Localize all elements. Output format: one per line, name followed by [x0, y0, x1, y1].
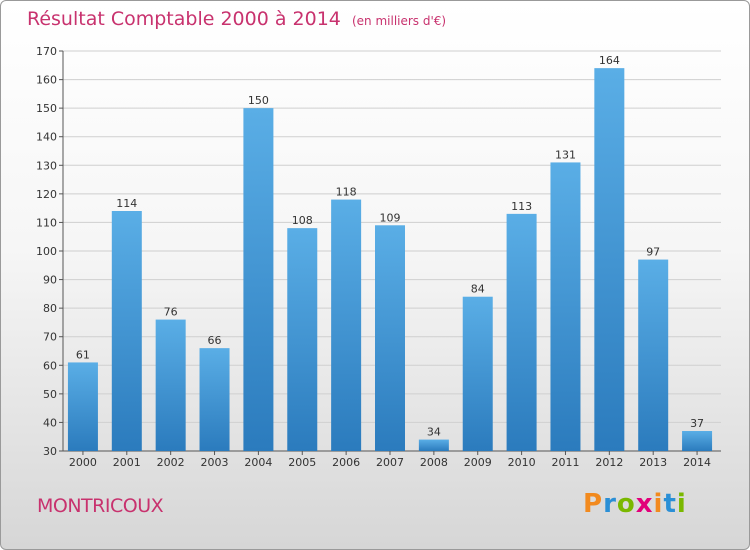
logo-letter: i	[676, 489, 687, 519]
bar-2001	[111, 211, 142, 451]
data-label-2014: 37	[690, 417, 704, 430]
data-label-2002: 76	[164, 306, 178, 319]
commune-name: MONTRICOUX	[37, 495, 164, 517]
y-tick-label: 160	[36, 74, 57, 87]
bar-2014	[682, 431, 713, 451]
chart-title: Résultat Comptable 2000 à 2014 (en milli…	[27, 8, 446, 30]
x-tick-label: 2006	[332, 456, 360, 469]
bar-2012	[594, 68, 625, 452]
x-tick-label: 2001	[113, 456, 141, 469]
y-tick-label: 100	[36, 245, 57, 258]
bar-2004	[243, 108, 274, 452]
x-tick-label: 2011	[551, 456, 579, 469]
logo-letter: t	[663, 489, 677, 519]
x-tick-label: 2008	[420, 456, 448, 469]
x-tick-label: 2002	[157, 456, 185, 469]
data-label-2005: 108	[292, 214, 313, 227]
x-tick-label: 2012	[595, 456, 623, 469]
bars	[67, 68, 713, 452]
bar-2010	[506, 213, 537, 451]
y-tick-label: 50	[43, 388, 57, 401]
data-label-2006: 118	[336, 186, 357, 199]
logo-letter: P	[583, 489, 604, 519]
x-tick-label: 2004	[244, 456, 272, 469]
y-tick-label: 120	[36, 188, 57, 201]
y-tick-label: 150	[36, 102, 57, 115]
x-tick-label: 2005	[288, 456, 316, 469]
y-tick-label: 170	[36, 45, 57, 58]
bar-2002	[155, 319, 186, 451]
data-label-2001: 114	[116, 197, 137, 210]
data-label-2008: 34	[427, 426, 441, 439]
data-label-2011: 131	[555, 148, 576, 161]
bar-2008	[418, 439, 449, 451]
y-tick-label: 90	[43, 274, 57, 287]
logo-letter: i	[653, 489, 664, 519]
data-label-2004: 150	[248, 94, 269, 107]
logo-letter: o	[616, 489, 636, 519]
bar-2006	[331, 199, 362, 451]
x-tick-label: 2014	[683, 456, 711, 469]
bar-2013	[638, 259, 669, 451]
x-tick-label: 2009	[464, 456, 492, 469]
bar-2003	[199, 348, 230, 451]
data-label-2012: 164	[599, 54, 620, 67]
proxiti-logo: Proxiti	[583, 489, 687, 519]
bar-2005	[287, 228, 318, 451]
x-tick-label: 2007	[376, 456, 404, 469]
y-tick-label: 70	[43, 331, 57, 344]
y-tick-label: 140	[36, 131, 57, 144]
y-tick-label: 30	[43, 445, 57, 458]
data-labels: 61 114 76 66 150 108 118 109 34 84 113 131 164 97 37	[76, 54, 704, 438]
y-tick-label: 110	[36, 216, 57, 229]
logo-letter: r	[603, 489, 617, 519]
unit-text: (en milliers d'€)	[351, 14, 447, 28]
data-label-2009: 84	[471, 283, 485, 296]
x-tick-label: 2013	[639, 456, 667, 469]
y-tick-label: 80	[43, 302, 57, 315]
data-label-2007: 109	[380, 211, 401, 224]
data-label-2003: 66	[208, 334, 222, 347]
data-label-2013: 97	[646, 246, 660, 259]
bar-2011	[550, 162, 581, 451]
logo-letter: x	[635, 489, 654, 519]
x-tick-label: 2003	[201, 456, 229, 469]
bar-2009	[462, 296, 493, 451]
y-tick-label: 130	[36, 159, 57, 172]
x-tick-label: 2000	[69, 456, 97, 469]
y-tick-label: 40	[43, 416, 57, 429]
data-label-2010: 113	[511, 200, 532, 213]
data-label-2000: 61	[76, 348, 90, 361]
y-tick-label: 60	[43, 359, 57, 372]
bar-2000	[67, 362, 98, 451]
bar-2007	[375, 225, 405, 451]
x-tick-label: 2010	[508, 456, 536, 469]
title-text: Résultat Comptable 2000 à 2014	[27, 8, 341, 30]
